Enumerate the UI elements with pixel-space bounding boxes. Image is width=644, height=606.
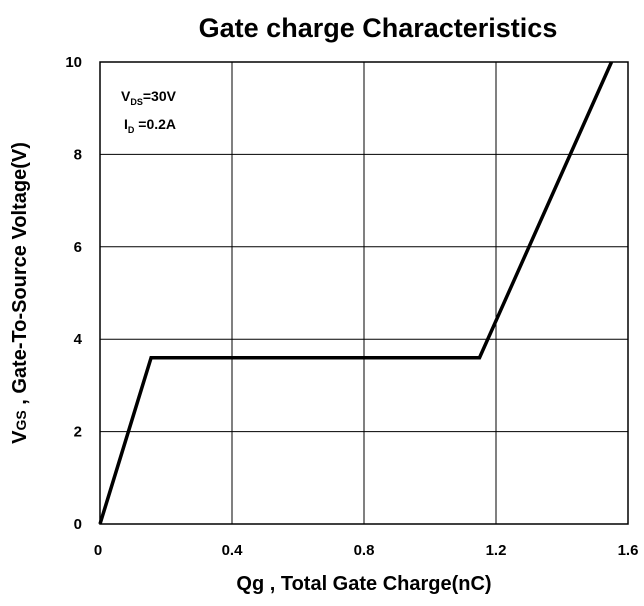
x-tick-label: 1.2 (486, 542, 507, 559)
y-tick-label: 10 (65, 54, 82, 71)
x-tick-label: 0.8 (354, 542, 375, 559)
chart-title: Gate charge Characteristics (199, 13, 558, 43)
x-tick-labels: 0 0.4 0.8 1.2 1.6 (94, 542, 639, 559)
annotation-id: ID =0.2A (124, 116, 176, 135)
y-tick-label: 6 (74, 239, 82, 256)
y-tick-label: 8 (74, 146, 82, 163)
x-tick-label: 1.6 (618, 542, 639, 559)
y-tick-label: 4 (74, 331, 83, 348)
annotation-vds: VDS=30V (121, 88, 177, 107)
x-tick-label: 0.4 (222, 542, 244, 559)
grid-lines (100, 62, 628, 524)
y-axis-label: VGS , Gate-To-Source Voltage(V) (9, 142, 31, 444)
y-tick-label: 2 (74, 424, 82, 441)
series-line (98, 61, 614, 525)
y-tick-label: 0 (74, 516, 82, 533)
annotation-box: VDS=30V ID =0.2A (121, 88, 177, 135)
plot-frame (99, 61, 629, 525)
x-tick-label: 0 (94, 542, 102, 559)
x-axis-label: Qg , Total Gate Charge(nC) (236, 573, 491, 595)
y-tick-labels: 0 2 4 6 8 10 (65, 54, 82, 533)
